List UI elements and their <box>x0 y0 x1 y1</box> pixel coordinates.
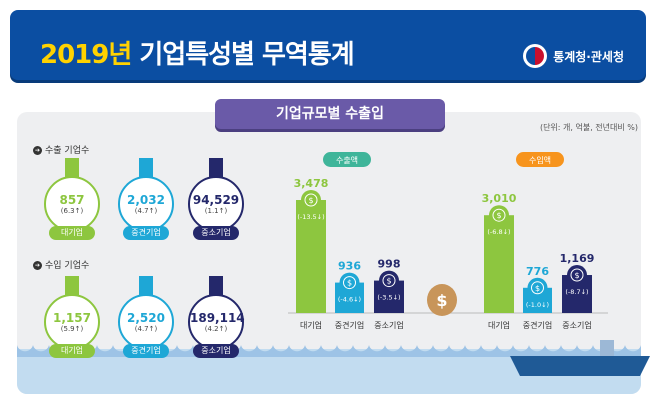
emblem-icon <box>523 44 548 68</box>
company-count-bubble: 94,529 (1.1↑) <box>188 176 244 232</box>
dollar-glyph: $ <box>535 284 540 293</box>
company-size-label: 대기업 <box>49 226 95 240</box>
dollar-icon <box>531 281 544 295</box>
dollar-icon <box>492 208 506 222</box>
section-tab: 기업규모별 수출입 <box>215 99 445 129</box>
building-icon <box>209 276 223 298</box>
dollar-glyph: $ <box>496 211 501 220</box>
chart-title: 수입액 <box>529 155 551 165</box>
bar-change-label: (-8.7↓) <box>565 288 588 296</box>
ship-containers <box>600 340 614 356</box>
bar-change-label: (-3.5↓) <box>377 294 400 302</box>
company-count-bubble: 857 (6.3↑) <box>44 176 100 232</box>
dollar-glyph: $ <box>308 196 313 205</box>
building-icon <box>139 276 153 298</box>
bar-change-label: (-13.5↓) <box>297 213 324 221</box>
building-icon <box>65 158 79 180</box>
header-banner: 2019년 기업특성별 무역통계 통계청·관세청 <box>10 10 646 80</box>
bar-cap <box>379 270 399 291</box>
chart-title: 수출액 <box>336 155 358 165</box>
chart-title-badge <box>516 152 564 167</box>
category-label: 중견기업 <box>335 320 364 330</box>
bar-change-label: (-4.6↓) <box>338 296 361 304</box>
bar-value-label: 3,010 <box>482 192 517 205</box>
bar-change-label: (-6.8↓) <box>487 228 510 236</box>
bar <box>296 200 326 313</box>
cargo-ship-icon <box>510 356 650 376</box>
dollar-icon <box>570 268 584 282</box>
export-count-label: 수출 기업수 <box>33 143 89 156</box>
building-icon <box>65 276 79 298</box>
dollar-icon <box>304 193 318 207</box>
bar-value-label: 998 <box>378 258 401 271</box>
unit-note: (단위: 개, 억불, 전년대비 %) <box>539 123 638 132</box>
money-bag-glyph: $ <box>436 291 447 310</box>
bar-change-label: (-1.0↓) <box>526 301 549 309</box>
category-label: 중소기업 <box>374 321 403 330</box>
company-size-label: 중견기업 <box>123 344 169 358</box>
dollar-icon <box>382 274 396 288</box>
bar-cap <box>527 277 548 298</box>
dollar-glyph: $ <box>574 271 579 280</box>
building-icon <box>139 158 153 180</box>
company-count-bubble: 2,032 (4.7↑) <box>118 176 174 232</box>
org-logo: 통계청·관세청 <box>523 44 624 68</box>
bar-value-label: 936 <box>338 260 361 273</box>
category-label: 중소기업 <box>562 321 591 330</box>
company-size-label: 대기업 <box>49 344 95 358</box>
category-label: 대기업 <box>300 321 322 330</box>
chart-title-badge <box>323 152 371 167</box>
money-bag-icon <box>427 284 457 316</box>
company-size-label: 중소기업 <box>193 226 239 240</box>
dollar-glyph: $ <box>386 277 391 286</box>
bar-value-label: 1,169 <box>560 252 595 265</box>
bar-cap <box>567 265 587 286</box>
import-count-label: 수입 기업수 <box>33 258 89 271</box>
bar <box>484 215 514 313</box>
building-icon <box>209 158 223 180</box>
category-label: 대기업 <box>488 321 510 330</box>
bar-cap <box>339 272 360 293</box>
bar-cap <box>489 205 509 226</box>
bar-value-label: 3,478 <box>294 177 329 190</box>
bar-cap <box>301 190 321 210</box>
dollar-glyph: $ <box>347 279 352 288</box>
dollar-icon <box>343 276 356 290</box>
bar-value-label: 776 <box>526 265 549 278</box>
company-count-bubble: 2,520 (4.7↑) <box>118 294 174 350</box>
company-size-label: 중견기업 <box>123 226 169 240</box>
category-label: 중견기업 <box>523 320 552 330</box>
company-size-label: 중소기업 <box>193 344 239 358</box>
page-title: 2019년 기업특성별 무역통계 <box>40 40 355 70</box>
